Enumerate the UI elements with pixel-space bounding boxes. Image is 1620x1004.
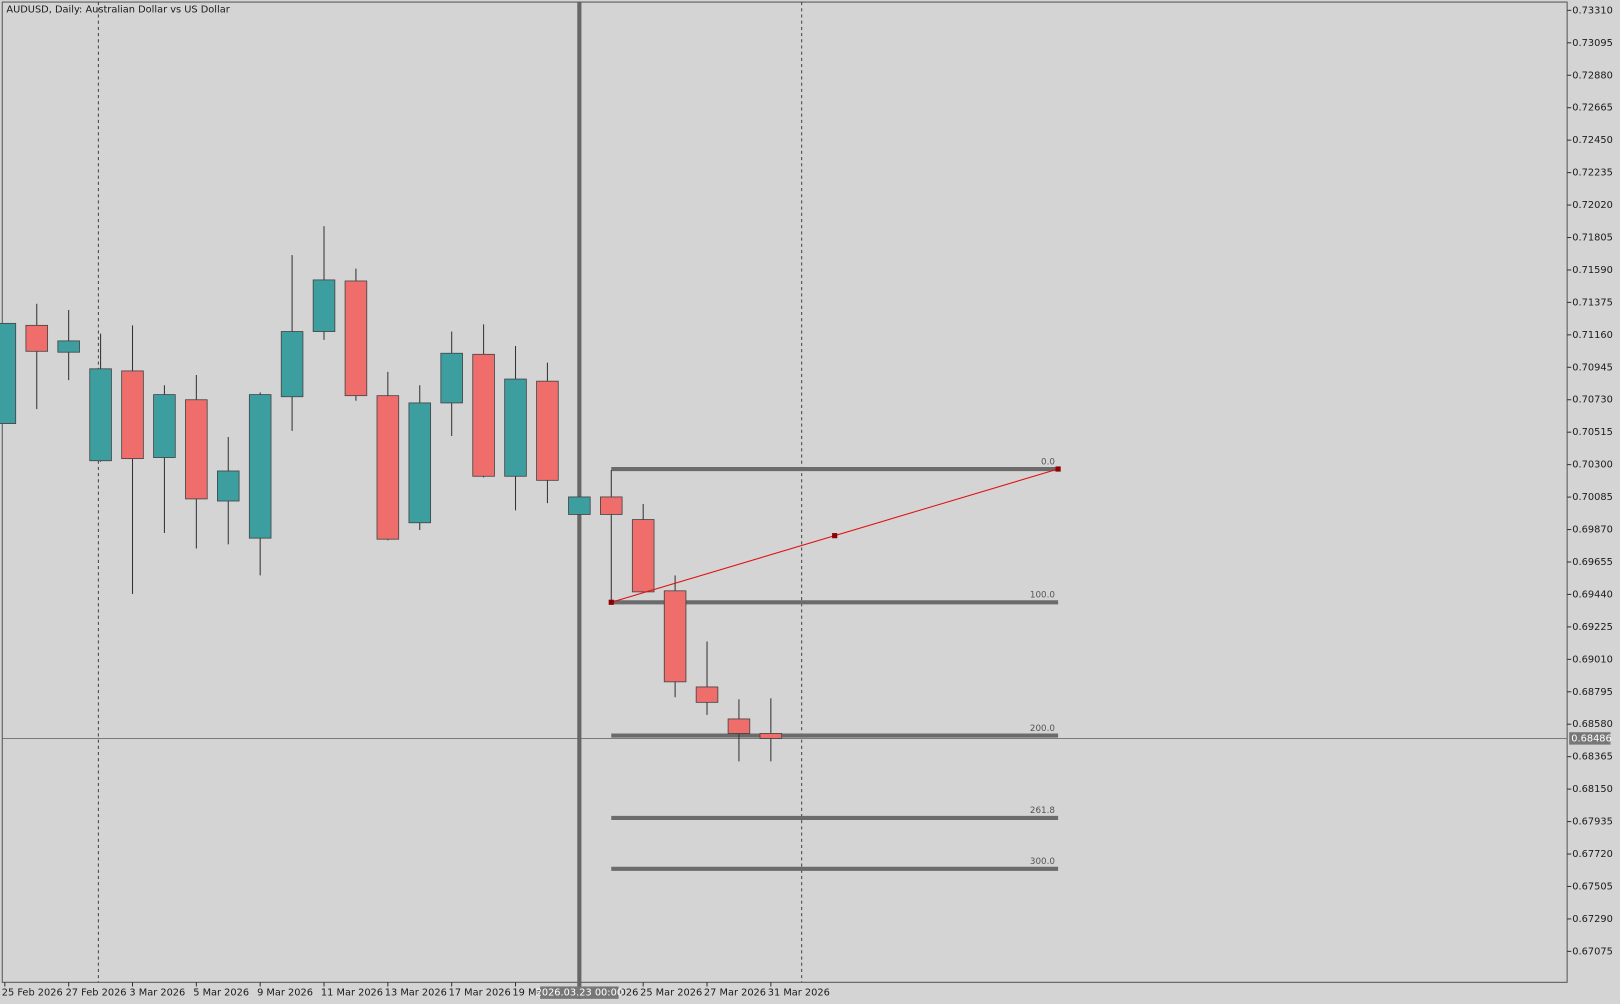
y-tick-label: 0.69225: [1572, 622, 1613, 633]
y-tick-label: 0.72665: [1572, 103, 1613, 114]
y-tick-label: 0.73310: [1572, 5, 1613, 16]
chart-title: AUDUSD, Daily: Australian Dollar vs US D…: [6, 4, 230, 15]
candle-body: [472, 353, 495, 477]
y-tick-label: 0.70945: [1572, 362, 1613, 373]
x-tick-label: 27 Feb 2026: [66, 988, 127, 999]
candle-body: [663, 590, 687, 683]
current-price-box: [1569, 732, 1611, 745]
y-tick-label: 0.71375: [1572, 297, 1613, 308]
candle-body: [344, 280, 368, 397]
fib-level-label: 200.0: [1030, 724, 1055, 734]
x-tick-label: 5 Mar 2026: [193, 988, 249, 999]
y-tick-label: 0.68150: [1572, 784, 1613, 795]
fib-level-label: 261.8: [1030, 806, 1055, 816]
y-tick-label: 0.68365: [1572, 752, 1613, 763]
y-tick-label: 0.71590: [1572, 265, 1613, 276]
y-tick-label: 0.69010: [1572, 654, 1613, 665]
candle-body: [727, 718, 751, 734]
candle-body: [216, 470, 240, 502]
y-tick-label: 0.67075: [1572, 946, 1613, 957]
y-tick-label: 0.72450: [1572, 135, 1613, 146]
anchor-point: [608, 599, 614, 605]
y-tick-label: 0.67290: [1572, 914, 1613, 925]
candle-body: [695, 686, 719, 703]
fib-level-label: 0.0: [1041, 457, 1055, 467]
candle-body: [25, 324, 49, 352]
fib-level-label: 100.0: [1030, 591, 1055, 601]
candle-body: [600, 496, 623, 515]
candle-body: [631, 519, 655, 593]
y-tick-label: 0.70300: [1572, 460, 1613, 471]
y-tick-label: 0.72020: [1572, 200, 1613, 211]
x-tick-label: 17 Mar 2026: [449, 988, 511, 999]
crosshair-box: [540, 986, 619, 999]
anchor-point: [832, 533, 838, 539]
candle-body: [0, 322, 17, 425]
y-tick-label: 0.71160: [1572, 330, 1613, 341]
candle-body: [280, 331, 304, 398]
y-tick-label: 0.72880: [1572, 70, 1613, 81]
current-price-label: 0.68486: [1571, 733, 1612, 744]
y-tick-label: 0.73095: [1572, 38, 1613, 49]
y-tick-label: 0.69440: [1572, 589, 1613, 600]
x-tick-label: 31 Mar 2026: [768, 988, 830, 999]
x-tick-label: 13 Mar 2026: [385, 988, 447, 999]
candle-body: [153, 394, 176, 458]
candle-body: [408, 402, 432, 524]
candle-body: [376, 395, 400, 540]
y-tick-label: 0.69655: [1572, 557, 1613, 568]
candle-body: [312, 279, 336, 332]
x-tick-label: 25 Feb 2026: [2, 988, 63, 999]
candle-body: [185, 399, 208, 500]
y-tick-label: 0.70085: [1572, 492, 1613, 503]
x-tick-label: 11 Mar 2026: [321, 988, 383, 999]
y-tick-label: 0.70515: [1572, 427, 1613, 438]
crosshair-label: 2026.03.23 00:00: [536, 988, 623, 999]
y-tick-label: 0.70730: [1572, 395, 1613, 406]
y-tick-label: 0.67720: [1572, 849, 1613, 860]
candle-body: [121, 370, 144, 460]
candle-body: [89, 368, 112, 462]
y-tick-label: 0.67935: [1572, 817, 1613, 828]
x-tick-label: 3 Mar 2026: [129, 988, 185, 999]
anchor-point: [1055, 466, 1061, 472]
fib-level-label: 300.0: [1030, 857, 1055, 867]
y-tick-label: 0.69870: [1572, 525, 1613, 536]
x-tick-label: 25 Mar 2026: [640, 988, 702, 999]
x-tick-label: 27 Mar 2026: [704, 988, 766, 999]
y-tick-label: 0.68580: [1572, 719, 1613, 730]
y-tick-label: 0.68795: [1572, 687, 1613, 698]
candle-body: [759, 733, 783, 739]
candle-body: [504, 378, 527, 477]
candle-body: [440, 352, 463, 404]
candle-body: [568, 496, 591, 515]
candle-body: [57, 340, 80, 353]
y-tick-label: 0.71805: [1572, 233, 1613, 244]
candle-body: [248, 394, 272, 539]
candle-body: [536, 380, 559, 481]
x-tick-label: 9 Mar 2026: [257, 988, 313, 999]
y-tick-label: 0.72235: [1572, 168, 1613, 179]
y-tick-label: 0.67505: [1572, 881, 1613, 892]
